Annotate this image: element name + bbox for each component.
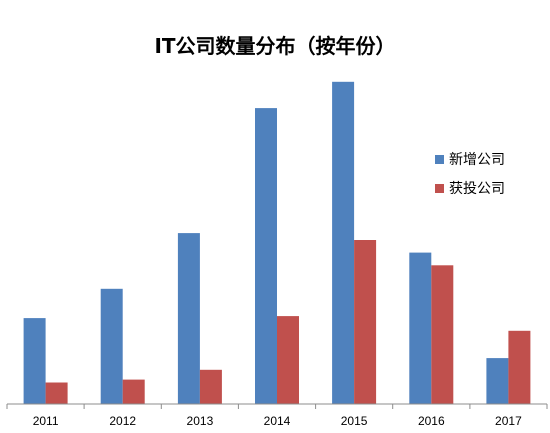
x-tick-label: 2015 bbox=[341, 414, 368, 428]
legend-label: 获投公司 bbox=[449, 181, 505, 197]
bar-funded-companies-2014 bbox=[277, 316, 299, 404]
bar-funded-companies-2013 bbox=[199, 369, 222, 404]
legend-label: 新增公司 bbox=[449, 152, 505, 168]
x-tick-label: 2014 bbox=[264, 414, 291, 428]
x-tick-label: 2013 bbox=[187, 414, 214, 428]
x-tick-label: 2012 bbox=[109, 414, 136, 428]
legend-swatch bbox=[435, 155, 444, 164]
bar-new-companies-2012 bbox=[100, 288, 123, 404]
bar-funded-companies-2016 bbox=[431, 265, 454, 404]
x-tick-label: 2016 bbox=[418, 414, 445, 428]
bar-funded-companies-2011 bbox=[45, 382, 68, 404]
bar-new-companies-2013 bbox=[177, 233, 200, 404]
bar-funded-companies-2012 bbox=[122, 379, 145, 404]
bar-new-companies-2011 bbox=[23, 318, 46, 404]
bar-funded-companies-2017 bbox=[508, 330, 531, 404]
x-axis-labels: 2011 2012 2013 2014 2015 2016 2017 bbox=[33, 414, 522, 428]
bars-layer bbox=[23, 81, 531, 405]
bar-new-companies-2014 bbox=[255, 108, 277, 404]
x-axis-ticks bbox=[6, 404, 548, 409]
bar-new-companies-2015 bbox=[332, 81, 355, 405]
chart-title: IT公司数量分布（按年份） bbox=[154, 34, 395, 58]
bar-funded-companies-2015 bbox=[354, 240, 377, 404]
x-tick-label: 2017 bbox=[495, 414, 522, 428]
bar-new-companies-2016 bbox=[409, 252, 432, 404]
legend-swatch bbox=[435, 184, 444, 193]
bar-new-companies-2017 bbox=[486, 358, 509, 404]
x-tick-label: 2011 bbox=[33, 414, 59, 428]
